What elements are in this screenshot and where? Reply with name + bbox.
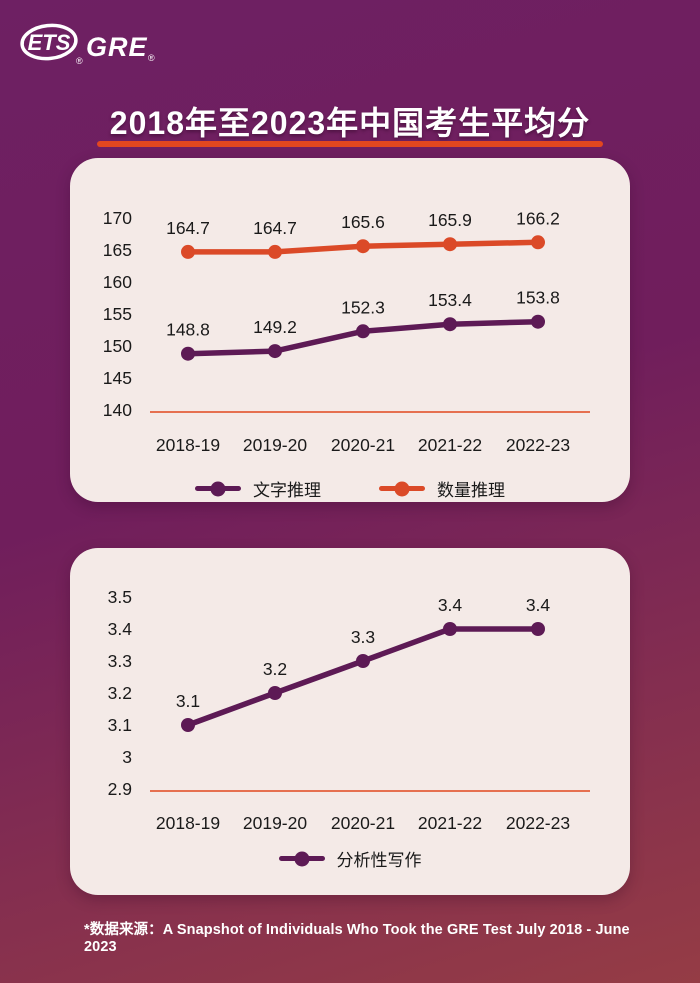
ets-logo-text: ETS	[28, 30, 71, 55]
legend-label: 分析性写作	[336, 851, 422, 870]
data-point-value-label: 153.8	[516, 288, 560, 308]
x-axis-tick-label: 2022-23	[506, 813, 570, 833]
legend-line-dot-icon	[278, 856, 325, 861]
data-point-marker	[181, 718, 195, 732]
data-point-value-label: 166.2	[516, 208, 560, 228]
x-axis-tick-label: 2018-19	[156, 435, 220, 455]
legend-item: 文字推理	[195, 476, 321, 501]
y-axis-tick-label: 2.9	[108, 779, 132, 799]
legend-line-dot-icon	[195, 486, 241, 491]
ets-oval-icon	[20, 23, 78, 61]
data-point-marker	[268, 244, 282, 259]
y-axis-tick-label: 3.4	[108, 619, 133, 639]
ets-gre-logo: ETS ® GRE ®	[18, 14, 168, 72]
data-point-value-label: 3.4	[526, 595, 551, 615]
y-axis-tick-label: 155	[103, 304, 132, 324]
legend-label: 数量推理	[437, 481, 505, 500]
title-underline	[97, 141, 603, 147]
legend-label: 文字推理	[253, 481, 321, 500]
data-point-marker	[181, 244, 195, 259]
legend-item: 分析性写作	[278, 846, 422, 871]
x-axis-tick-label: 2021-22	[418, 435, 482, 455]
data-point-value-label: 3.1	[176, 691, 200, 711]
writing-line-chart: 3.5 3.4 3.3 3.2 3.1 3 2.9 2018-19 2019-20 2020-21…	[108, 587, 590, 833]
x-axis-tick-label: 2020-21	[331, 435, 395, 455]
data-point-value-label: 3.4	[438, 595, 463, 615]
ets-gre-logo-icon: ETS ® GRE ®	[20, 23, 155, 66]
data-point-value-label: 164.7	[253, 218, 297, 238]
verbal-quant-chart-card: 170 165 160 155 150 145 140 2018-19 2019-20 2020-…	[70, 158, 630, 502]
y-axis-tick-label: 160	[103, 272, 132, 292]
data-point-value-label: 152.3	[341, 297, 385, 317]
page-title: 2018年至2023年中国考生平均分	[109, 105, 591, 141]
y-axis-tick-label: 3.2	[108, 683, 132, 703]
legend-line-dot-icon	[379, 486, 425, 491]
y-axis-tick-label: 140	[103, 400, 132, 420]
x-axis-tick-label: 2019-20	[243, 813, 307, 833]
x-axis-tick-label: 2021-22	[418, 813, 482, 833]
verbal-quant-line-chart: 170 165 160 155 150 145 140 2018-19 2019-20 2020-…	[103, 208, 590, 455]
data-point-value-label: 3.2	[263, 659, 287, 679]
data-source-note: *数据来源：A Snapshot of Individuals Who Took…	[84, 922, 630, 955]
data-point-marker	[356, 324, 370, 339]
data-point-marker	[531, 622, 545, 636]
x-axis-tick-label: 2019-20	[243, 435, 307, 455]
data-point-value-label: 165.9	[428, 210, 472, 230]
data-point-marker	[531, 314, 545, 329]
data-point-marker	[356, 239, 370, 254]
data-point-marker	[443, 622, 457, 636]
data-point-marker	[268, 686, 282, 700]
y-axis-tick-label: 150	[103, 336, 132, 356]
verbal-quant-legend: 文字推理 数量推理	[70, 476, 630, 501]
data-point-marker	[531, 235, 545, 250]
x-axis-tick-label: 2022-23	[506, 435, 570, 455]
y-axis-tick-label: 3.1	[108, 715, 132, 735]
y-axis-tick-label: 170	[103, 208, 132, 228]
gre-logo-text: GRE	[86, 32, 148, 62]
y-axis-tick-label: 145	[103, 368, 132, 388]
data-point-value-label: 165.6	[341, 212, 385, 232]
data-point-marker	[181, 346, 195, 361]
gre-registered-mark: ®	[148, 53, 155, 63]
writing-chart-card: 3.5 3.4 3.3 3.2 3.1 3 2.9 2018-19 2019-20 2020-21…	[70, 548, 630, 895]
data-point-value-label: 148.8	[166, 320, 210, 340]
data-point-value-label: 153.4	[428, 290, 472, 310]
x-axis-tick-label: 2020-21	[331, 813, 395, 833]
data-point-marker	[268, 344, 282, 359]
ets-registered-mark: ®	[76, 56, 83, 66]
data-point-marker	[443, 317, 457, 332]
writing-legend: 分析性写作	[70, 846, 630, 871]
data-point-marker	[356, 654, 370, 668]
legend-item: 数量推理	[379, 476, 505, 501]
data-point-marker	[443, 237, 457, 252]
data-point-value-label: 149.2	[253, 317, 297, 337]
y-axis-tick-label: 3.3	[108, 651, 132, 671]
data-point-value-label: 164.7	[166, 218, 210, 238]
y-axis-tick-label: 165	[103, 240, 132, 260]
y-axis-tick-label: 3	[122, 747, 132, 767]
data-point-value-label: 3.3	[351, 627, 375, 647]
x-axis-tick-label: 2018-19	[156, 813, 220, 833]
y-axis-tick-label: 3.5	[108, 587, 132, 607]
